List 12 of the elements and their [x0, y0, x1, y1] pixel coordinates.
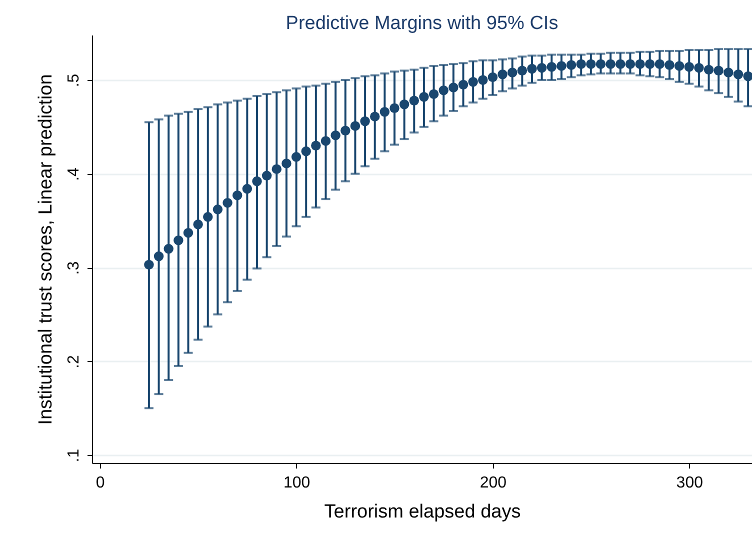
- y-tick-label: .3: [66, 261, 82, 275]
- y-tick-label: .1: [66, 448, 82, 462]
- chart-title: Predictive Margins with 95% CIs: [286, 13, 558, 34]
- x-tick-label: 200: [480, 474, 507, 492]
- x-axis-title: Terrorism elapsed days: [324, 502, 521, 522]
- x-tick-label: 0: [96, 474, 105, 492]
- x-tick-label: 100: [283, 474, 310, 492]
- y-tick-label: .2: [66, 355, 82, 368]
- y-axis-title: Institutional trust scores, Linear prediction: [36, 74, 56, 425]
- y-tick-label: .5: [66, 74, 82, 88]
- x-tick-label: 300: [676, 474, 704, 492]
- y-tick-label: .4: [66, 167, 82, 181]
